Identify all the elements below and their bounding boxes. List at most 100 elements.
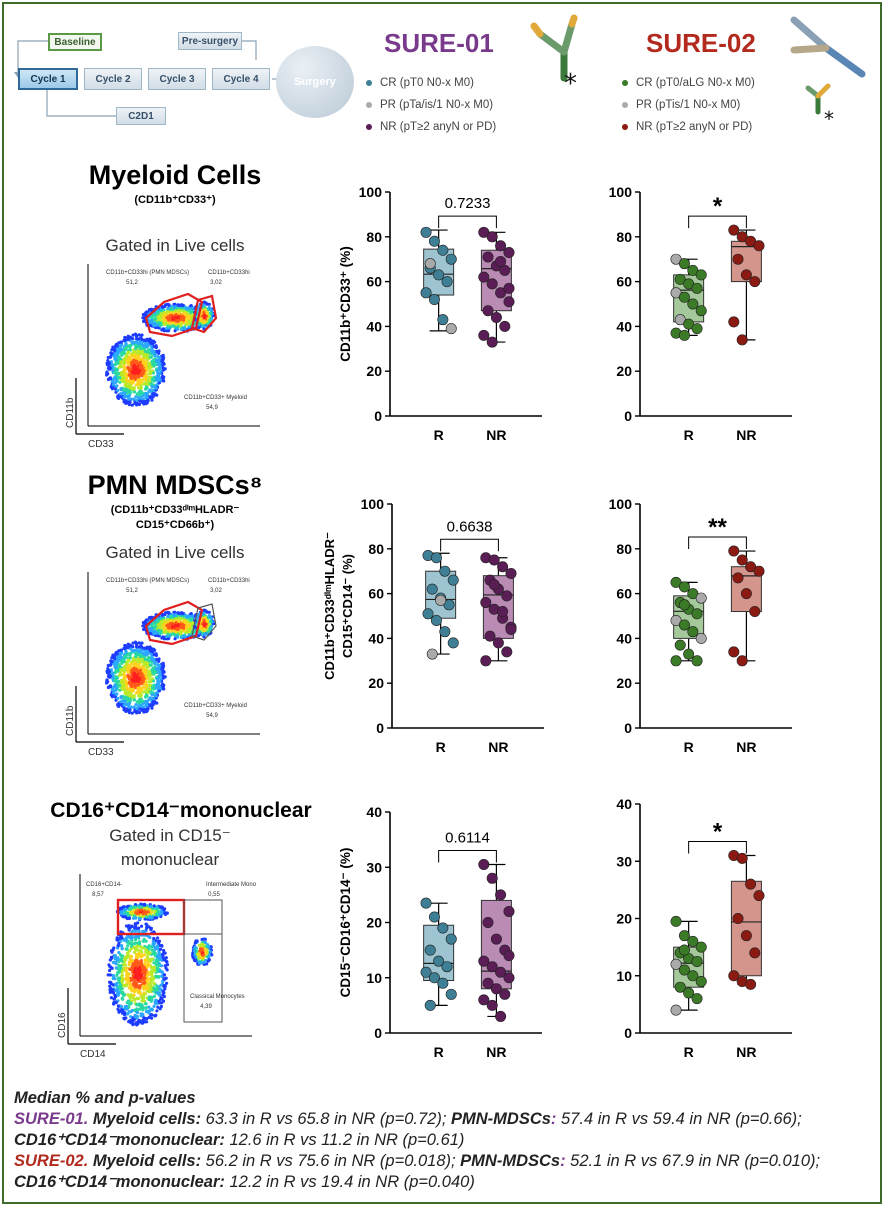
data-point: [670, 614, 682, 626]
summary-s2-pmn-label: PMN-MDSCs: [460, 1152, 561, 1170]
y-tick-label: 80: [368, 541, 384, 557]
flow-gate-label: CD11b+CD33hi (PMN MDSCs): [106, 270, 189, 276]
y-tick-label: 0: [374, 1025, 382, 1041]
data-point: [691, 655, 703, 667]
data-point: [495, 889, 507, 901]
data-point: [437, 244, 449, 256]
data-point: [670, 287, 682, 299]
data-point: [420, 226, 432, 238]
flow-x-axis-label: CD33: [88, 747, 114, 756]
data-point: [736, 655, 748, 667]
data-point: [499, 264, 511, 276]
flow-gate-label: CD16+CD14-: [86, 882, 122, 888]
y-tick-label: 40: [368, 630, 384, 646]
data-point: [695, 975, 707, 987]
data-point: [736, 554, 748, 566]
y-axis-label-line1: CD11b⁺CD33ᵈⁱᵐHLADR⁻: [322, 532, 337, 680]
data-point: [505, 623, 517, 635]
legend-entry: CR (pT0/aLG N0-x M0): [622, 77, 755, 89]
cycle3-box: Cycle 3: [148, 68, 206, 90]
data-point: [678, 930, 690, 942]
data-point: [480, 597, 492, 609]
data-point: [745, 978, 757, 990]
y-tick-label: 80: [366, 229, 382, 245]
p-value-label: 0.6114: [445, 829, 490, 846]
summary-s1-cd16: 12.6 in R vs 11.2 in NR (p=0.61): [224, 1131, 465, 1149]
boxplot-sure01-cd16: 0 10 20 30 40 R NR 0.6114 CD15⁻CD16⁺CD14⁻ (%): [338, 804, 542, 1060]
flow-x-axis-label: CD33: [88, 439, 114, 448]
data-point: [687, 588, 699, 600]
flow-gate-classical: [183, 899, 223, 1023]
summary-s1-pmn-label: PMN-MDSCs: [451, 1110, 551, 1128]
data-point: [428, 972, 440, 984]
data-point: [678, 581, 690, 593]
flow-gate-label: Intermediate Monocytes: [206, 882, 256, 888]
data-point: [478, 271, 490, 283]
y-tick-label: 20: [368, 675, 384, 691]
x-tick-label: R: [684, 427, 694, 443]
x-tick-label: NR: [736, 1044, 756, 1060]
y-tick-label: 60: [366, 274, 382, 290]
data-point: [503, 282, 515, 294]
legend-label: PR (pTis/1 N0-x M0): [636, 99, 741, 111]
y-tick-label: 40: [616, 318, 632, 334]
significance-bracket: [438, 215, 497, 229]
data-point: [482, 977, 494, 989]
data-point: [695, 632, 707, 644]
flow-y-axis-label: CD16: [57, 1012, 68, 1038]
cd16-gate-label-line1: Gated in CD15⁻: [109, 826, 231, 845]
data-point: [503, 296, 515, 308]
flow-population-main: [105, 332, 167, 407]
data-point: [683, 987, 695, 999]
y-tick-label: 10: [616, 968, 632, 984]
data-point: [428, 911, 440, 923]
summary-s2-myeloid-label: Myeloid cells:: [92, 1152, 202, 1170]
data-point: [437, 922, 449, 934]
data-point: [674, 314, 686, 326]
data-point: [749, 947, 761, 959]
cycle4-box: Cycle 4: [212, 68, 270, 90]
data-point: [728, 316, 740, 328]
y-tick-label: 0: [374, 408, 382, 424]
data-point: [683, 278, 695, 290]
cd16-gate-label-line2: mononuclear: [120, 850, 220, 869]
legend-entry: CR (pT0 N0-x M0): [366, 77, 474, 89]
boxplot-sure02-pmn: 0 20 40 60 80 100 R NR **: [609, 496, 792, 755]
myeloid-subtitle: (CD11b⁺CD33⁺): [134, 194, 216, 206]
data-point: [430, 552, 442, 564]
data-point: [492, 637, 504, 649]
x-tick-label: NR: [486, 427, 506, 443]
data-point: [740, 930, 752, 942]
data-point: [683, 648, 695, 660]
y-tick-label: 60: [616, 586, 632, 602]
x-tick-label: NR: [736, 739, 756, 755]
data-point: [424, 944, 436, 956]
data-point: [439, 626, 451, 638]
data-point: [695, 269, 707, 281]
x-tick-label: R: [434, 427, 444, 443]
data-point: [745, 561, 757, 573]
flow-plot-pmn: CD33 CD11b CD11b+CD33hi (PMN MDSCs) 51,2 CD1…: [65, 572, 260, 756]
flow-gate-label: 8,57: [92, 892, 104, 898]
y-tick-label: 0: [624, 408, 632, 424]
data-point: [695, 941, 707, 953]
data-point: [478, 329, 490, 341]
pmn-title: PMN MDSCs⁸: [87, 470, 263, 500]
flow-gate-label: CD11b+CD33+ Myeloid: [184, 703, 247, 709]
data-point: [674, 981, 686, 993]
data-point: [732, 253, 744, 265]
significance-bracket: [438, 849, 497, 863]
data-point: [420, 287, 432, 299]
boxplot-sure02-myeloid: 0 20 40 60 80 100 R NR *: [609, 184, 792, 443]
data-point: [497, 561, 509, 573]
data-point: [443, 599, 455, 611]
data-point: [447, 637, 459, 649]
legend-marker: [622, 80, 628, 86]
data-point: [670, 915, 682, 927]
boxplot-sure01-pmn: 0 20 40 60 80 100 R NR 0.6638 CD11b⁺CD33ᵈⁱᵐHLADR⁻…: [322, 496, 544, 755]
data-point: [732, 572, 744, 584]
y-tick-label: 60: [368, 586, 384, 602]
data-point: [445, 933, 457, 945]
antibody-icon-sure02: *: [790, 16, 866, 126]
y-tick-label: 100: [609, 184, 633, 200]
